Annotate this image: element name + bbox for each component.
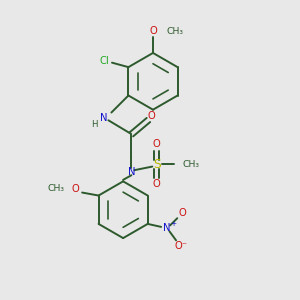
Text: CH₃: CH₃ [167,27,183,36]
Text: O: O [153,139,161,149]
Text: N: N [128,167,135,177]
Text: O: O [178,208,186,218]
Text: CH₃: CH₃ [47,184,64,194]
Text: Cl: Cl [99,56,109,66]
Text: N: N [100,113,107,123]
Text: O: O [153,179,161,190]
Text: +: + [171,221,177,227]
Text: O: O [71,184,79,194]
Text: S: S [153,158,160,171]
Text: O: O [149,26,157,37]
Text: O⁻: O⁻ [174,241,187,251]
Text: H: H [92,120,98,129]
Text: O: O [148,111,155,121]
Text: CH₃: CH₃ [182,160,199,169]
Text: N: N [164,224,171,233]
